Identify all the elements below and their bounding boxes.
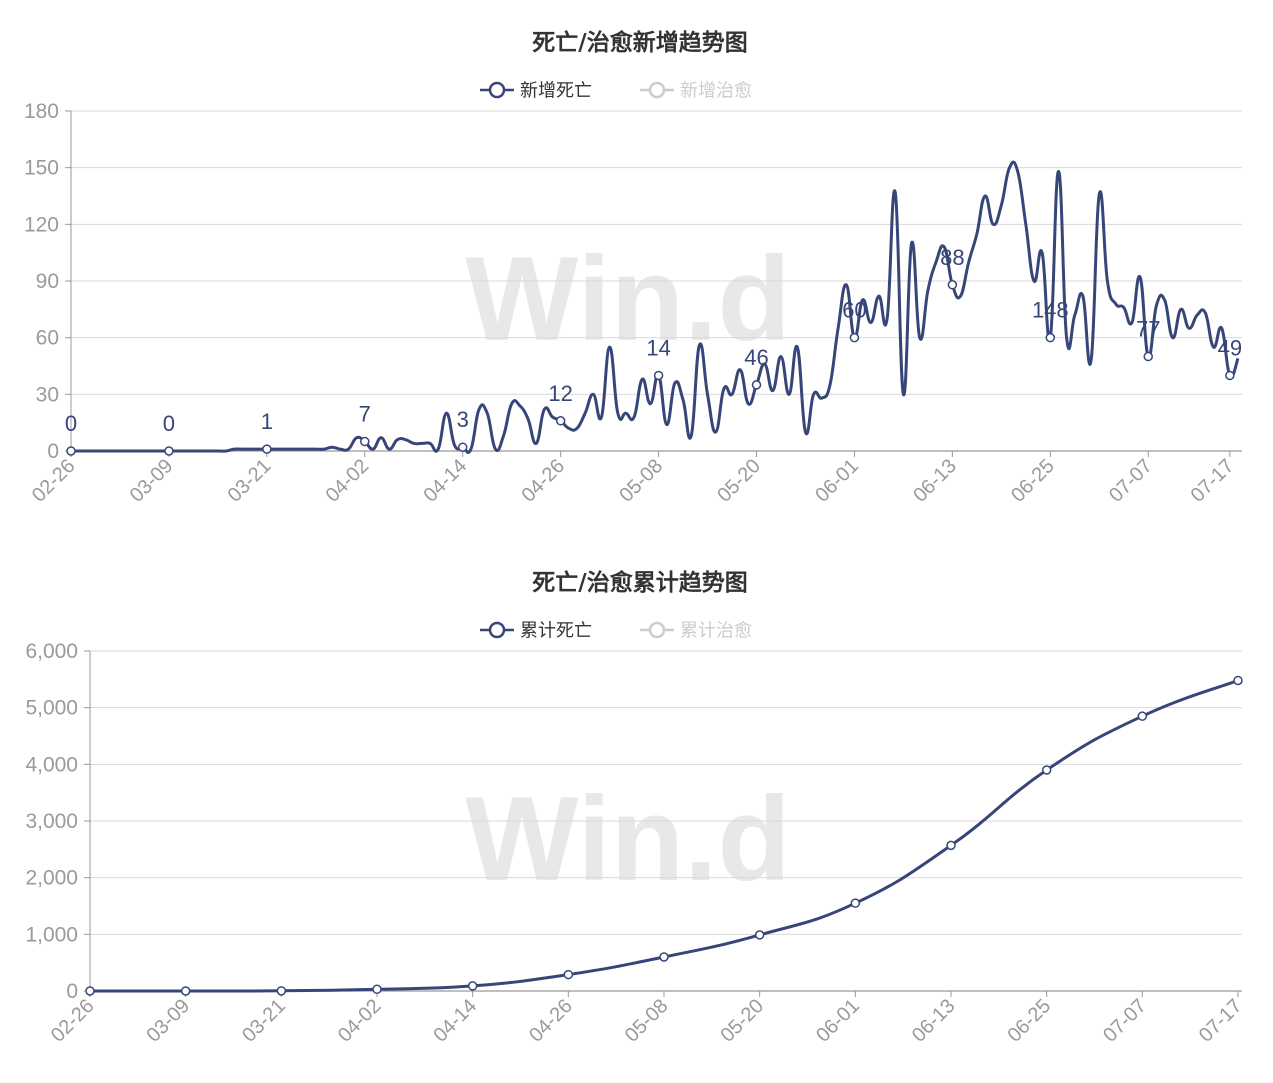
y-tick-label: 30 [36,383,59,406]
series-line-new-deaths [70,160,1240,454]
x-tick-label: 07-07 [1099,995,1151,1047]
x-tick-label: 03-09 [142,995,194,1047]
legend-item-1[interactable]: 累计死亡 [480,621,592,642]
data-point[interactable] [164,446,174,456]
x-tick-label: 05-08 [621,995,673,1047]
legend-marker-icon [488,621,506,639]
data-point[interactable] [1233,675,1243,686]
x-tick-label: 06-25 [1003,995,1055,1047]
chart-title: 死亡/治愈新增趋势图 [532,29,747,56]
data-point[interactable] [659,952,669,962]
data-point[interactable] [1143,351,1153,362]
data-point[interactable] [360,436,370,447]
data-point[interactable] [1225,370,1235,381]
legend-item-2[interactable]: 累计治愈 [640,621,752,642]
data-point[interactable] [467,981,478,991]
data-label: 1 [261,409,273,434]
legend-label: 累计死亡 [520,621,592,642]
x-tick-label: 07-17 [1195,995,1247,1047]
x-tick-label: 04-26 [517,455,569,507]
data-point[interactable] [1137,711,1148,721]
x-tick-label: 04-14 [429,995,481,1047]
y-tick-label: 180 [24,100,59,123]
y-tick-label: 4,000 [25,753,78,776]
x-tick-label: 04-02 [322,455,374,507]
legend-item-1[interactable]: 新增死亡 [480,81,592,102]
y-tick-label: 0 [47,440,59,463]
data-label: 49 [1218,335,1242,360]
data-point[interactable] [1045,332,1056,343]
x-tick-label: 06-13 [908,995,960,1047]
watermark: Win.d [465,232,791,366]
data-label: 0 [65,411,77,436]
data-point[interactable] [372,984,382,995]
data-point[interactable] [946,840,956,851]
data-point[interactable] [947,280,958,290]
y-tick-label: 90 [36,270,59,293]
data-label: 148 [1032,298,1069,323]
data-label: 14 [646,335,670,360]
data-point[interactable] [276,986,287,996]
x-tick-label: 05-20 [713,455,765,507]
data-point[interactable] [262,444,272,454]
data-point[interactable] [563,969,574,980]
data-point[interactable] [555,416,566,426]
data-point[interactable] [85,986,95,996]
watermark: Win.d [465,772,791,906]
data-point[interactable] [66,446,76,456]
y-tick-label: 2,000 [25,867,78,890]
y-tick-label: 120 [24,213,59,236]
x-tick-label: 07-07 [1105,455,1157,507]
x-tick-label: 03-09 [126,455,178,507]
data-point[interactable] [751,380,762,390]
data-label: 88 [940,245,964,270]
legend-marker-icon [648,81,666,99]
data-point[interactable] [180,986,191,996]
y-tick-label: 5,000 [25,697,78,720]
data-point[interactable] [849,332,860,343]
x-tick-label: 06-01 [811,455,863,507]
data-label: 12 [548,381,572,406]
x-tick-label: 05-20 [716,995,768,1047]
y-tick-label: 60 [36,327,59,350]
x-tick-label: 04-26 [525,995,577,1047]
legend-label: 新增死亡 [520,81,592,102]
data-label: 7 [359,402,371,427]
x-tick-label: 06-13 [909,455,961,507]
x-tick-label: 03-21 [224,455,276,507]
legend-label: 累计治愈 [680,621,752,642]
x-tick-label: 04-14 [420,455,472,507]
data-point[interactable] [1041,765,1052,775]
y-tick-label: 3,000 [25,810,78,833]
data-label: 77 [1136,317,1160,342]
data-point[interactable] [850,898,861,908]
x-tick-label: 07-17 [1187,455,1239,507]
data-label: 46 [744,345,768,370]
legend-marker-icon [488,81,506,99]
legend-marker-icon [648,621,666,639]
data-point[interactable] [754,930,765,940]
legend-label: 新增治愈 [680,81,752,102]
x-tick-label: 04-02 [334,995,386,1047]
x-tick-label: 06-25 [1007,455,1059,507]
y-tick-label: 0 [66,980,78,1003]
x-tick-label: 05-08 [615,455,667,507]
y-tick-label: 1,000 [25,923,78,946]
y-tick-label: 6,000 [25,640,78,663]
x-tick-label: 03-21 [238,995,290,1047]
x-tick-label: 06-01 [812,995,864,1047]
legend-item-2[interactable]: 新增治愈 [640,81,752,102]
data-point[interactable] [457,442,468,452]
data-label: 0 [163,411,175,436]
chart-title: 死亡/治愈累计趋势图 [532,569,747,596]
data-point[interactable] [653,370,664,381]
y-tick-label: 150 [24,157,59,180]
data-label: 3 [457,407,469,432]
data-label: 60 [842,298,866,323]
